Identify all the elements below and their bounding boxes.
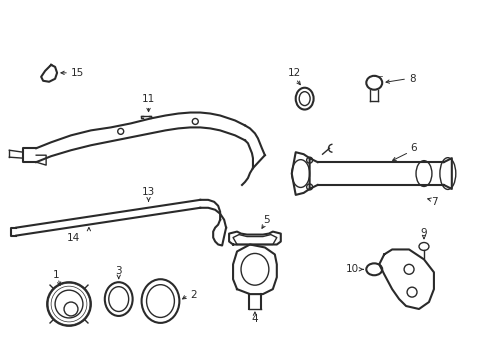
Text: 9: 9: [421, 228, 427, 238]
Text: 7: 7: [431, 197, 437, 207]
Text: 3: 3: [116, 266, 122, 276]
Text: 15: 15: [71, 68, 84, 78]
Text: 8: 8: [409, 74, 416, 84]
Text: 14: 14: [66, 233, 79, 243]
Text: 6: 6: [411, 143, 417, 153]
Text: 5: 5: [264, 215, 270, 225]
Text: 2: 2: [190, 290, 197, 300]
Text: 10: 10: [346, 264, 359, 274]
Text: 12: 12: [288, 68, 301, 78]
Text: 11: 11: [142, 94, 155, 104]
Text: 4: 4: [252, 314, 258, 324]
Text: 1: 1: [53, 270, 59, 280]
Text: 13: 13: [142, 187, 155, 197]
